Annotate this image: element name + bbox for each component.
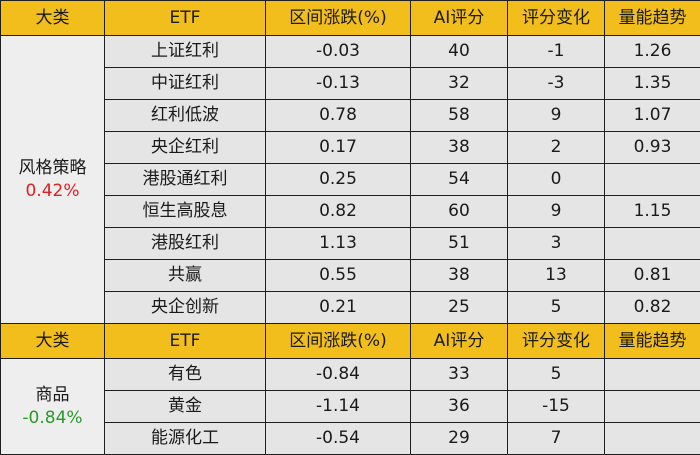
score-change: 5 — [508, 292, 605, 324]
ai-score: 58 — [411, 100, 508, 132]
volume-trend — [605, 228, 700, 260]
range-change: 0.25 — [266, 164, 411, 196]
ai-score: 38 — [411, 260, 508, 292]
volume-trend: 0.93 — [605, 132, 700, 164]
range-change: -1.14 — [266, 391, 411, 423]
header-category: 大类 — [1, 324, 105, 359]
category-cell: 商品 -0.84% — [1, 359, 105, 455]
ai-score: 54 — [411, 164, 508, 196]
etf-name: 港股红利 — [105, 228, 266, 260]
range-change: 0.21 — [266, 292, 411, 324]
score-change: 9 — [508, 196, 605, 228]
etf-name: 央企创新 — [105, 292, 266, 324]
ai-score: 25 — [411, 292, 508, 324]
ai-score: 60 — [411, 196, 508, 228]
range-change: -0.13 — [266, 68, 411, 100]
score-change: -3 — [508, 68, 605, 100]
range-change: 1.13 — [266, 228, 411, 260]
score-change: -15 — [508, 391, 605, 423]
range-change: 0.78 — [266, 100, 411, 132]
range-change: 0.82 — [266, 196, 411, 228]
volume-trend — [605, 423, 700, 455]
etf-name: 港股通红利 — [105, 164, 266, 196]
range-change: -0.84 — [266, 359, 411, 391]
etf-name: 有色 — [105, 359, 266, 391]
ai-score: 32 — [411, 68, 508, 100]
range-change: -0.03 — [266, 36, 411, 68]
header-range-change: 区间涨跌(%) — [266, 1, 411, 36]
header-ai-score: AI评分 — [411, 1, 508, 36]
volume-trend: 1.07 — [605, 100, 700, 132]
header-category: 大类 — [1, 1, 105, 36]
ai-score: 51 — [411, 228, 508, 260]
volume-trend: 1.15 — [605, 196, 700, 228]
volume-trend — [605, 164, 700, 196]
score-change: 2 — [508, 132, 605, 164]
etf-name: 央企红利 — [105, 132, 266, 164]
ai-score: 40 — [411, 36, 508, 68]
header-score-change: 评分变化 — [508, 324, 605, 359]
header-score-change: 评分变化 — [508, 1, 605, 36]
range-change: 0.17 — [266, 132, 411, 164]
volume-trend: 0.81 — [605, 260, 700, 292]
ai-score: 38 — [411, 132, 508, 164]
volume-trend — [605, 391, 700, 423]
etf-name: 黄金 — [105, 391, 266, 423]
score-change: 5 — [508, 359, 605, 391]
volume-trend: 0.82 — [605, 292, 700, 324]
header-etf: ETF — [105, 1, 266, 36]
header-volume-trend: 量能趋势 — [605, 324, 700, 359]
volume-trend: 1.26 — [605, 36, 700, 68]
ai-score: 29 — [411, 423, 508, 455]
score-change: 13 — [508, 260, 605, 292]
header-etf: ETF — [105, 324, 266, 359]
category-cell: 风格策略 0.42% — [1, 36, 105, 324]
header-volume-trend: 量能趋势 — [605, 1, 700, 36]
category-name: 风格策略 — [1, 160, 104, 177]
etf-name: 能源化工 — [105, 423, 266, 455]
range-change: 0.55 — [266, 260, 411, 292]
ai-score: 36 — [411, 391, 508, 423]
etf-name: 共赢 — [105, 260, 266, 292]
header-range-change: 区间涨跌(%) — [266, 324, 411, 359]
volume-trend — [605, 359, 700, 391]
score-change: -1 — [508, 36, 605, 68]
etf-name: 恒生高股息 — [105, 196, 266, 228]
score-change: 3 — [508, 228, 605, 260]
score-change: 0 — [508, 164, 605, 196]
score-change: 9 — [508, 100, 605, 132]
etf-name: 红利低波 — [105, 100, 266, 132]
ai-score: 33 — [411, 359, 508, 391]
header-ai-score: AI评分 — [411, 324, 508, 359]
score-change: 7 — [508, 423, 605, 455]
category-return: -0.84% — [1, 410, 104, 427]
category-name: 商品 — [1, 387, 104, 404]
range-change: -0.54 — [266, 423, 411, 455]
volume-trend: 1.35 — [605, 68, 700, 100]
category-return: 0.42% — [1, 183, 104, 200]
etf-name: 中证红利 — [105, 68, 266, 100]
etf-name: 上证红利 — [105, 36, 266, 68]
